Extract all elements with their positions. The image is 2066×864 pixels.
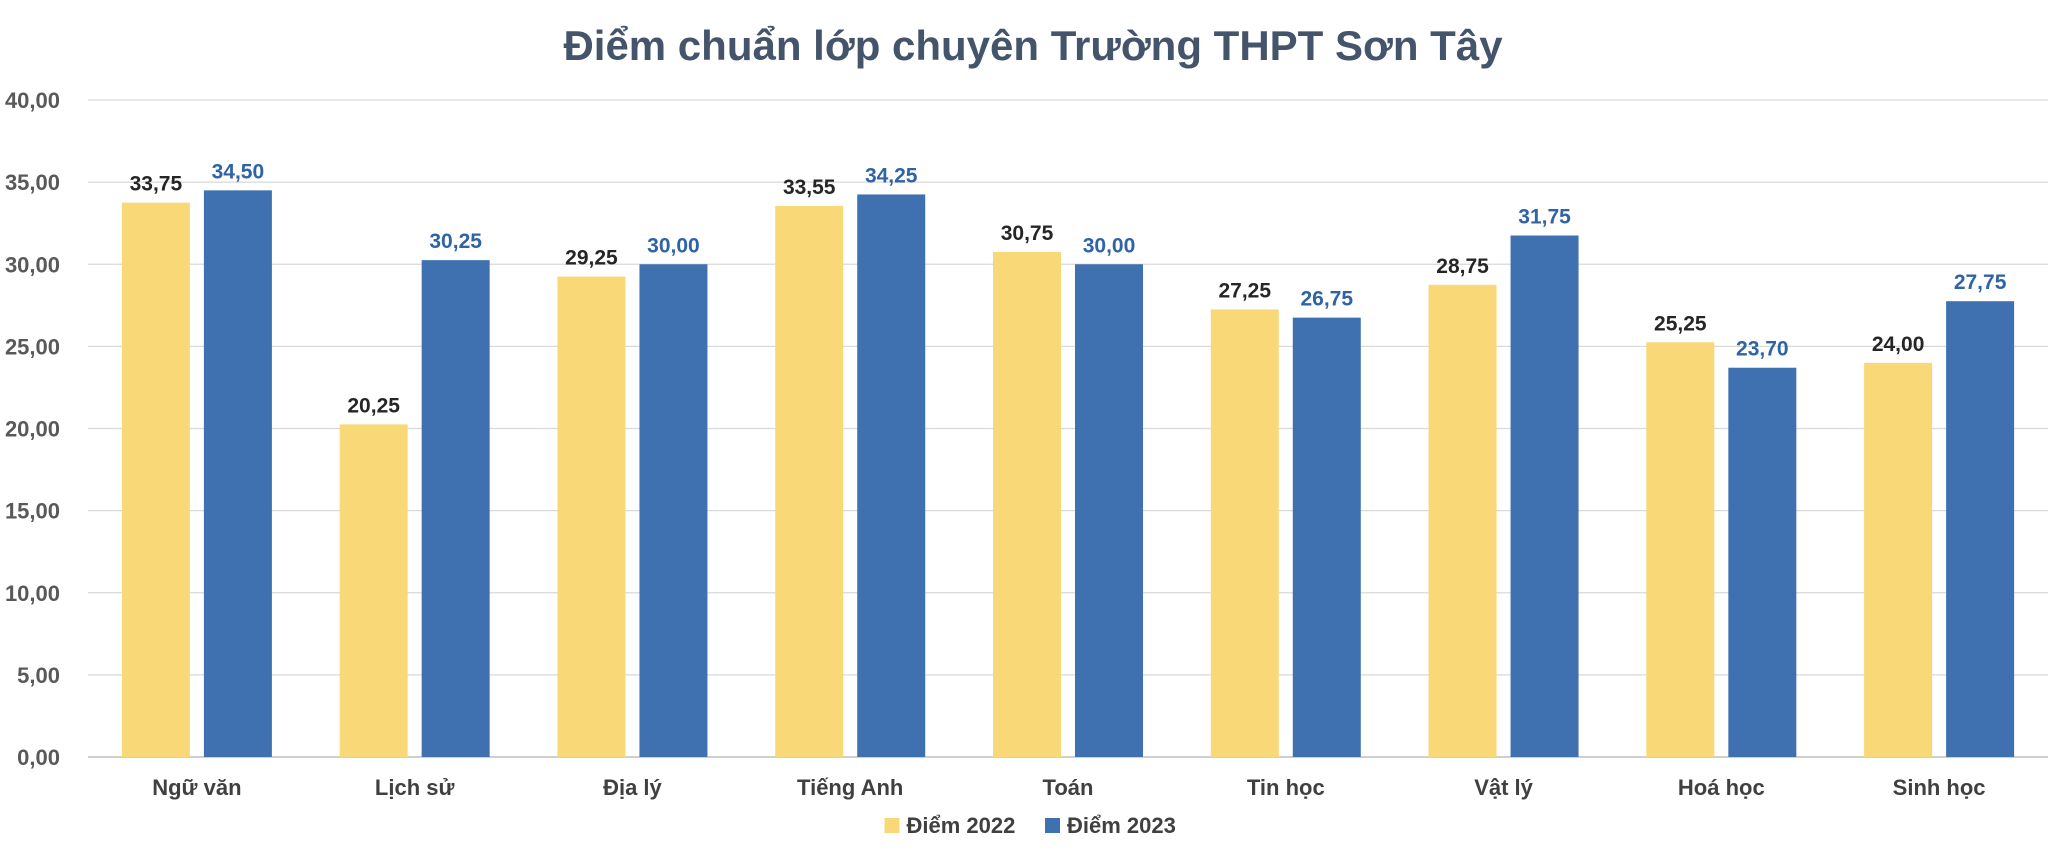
x-tick-label: Lịch sử [375, 775, 455, 800]
y-tick-label: 40,00 [5, 88, 60, 113]
data-labels: 33,75 34,50 20,25 30,25 29,25 30,00 33,55 34,25… [130, 160, 2007, 417]
data-label: 31,75 [1518, 206, 1571, 229]
bar [857, 194, 926, 758]
bar [775, 205, 844, 757]
x-tick-label: Ngữ văn [152, 775, 241, 800]
y-tick-label: 10,00 [5, 581, 60, 606]
y-tick-label: 20,00 [5, 417, 60, 442]
gridlines [88, 99, 2048, 758]
data-label: 30,25 [429, 230, 482, 253]
bar [1864, 362, 1933, 757]
data-label: 30,75 [1001, 222, 1054, 245]
y-axis: 0,00 5,00 10,00 15,00 20,00 25,00 30,00 35,00 40… [5, 88, 60, 770]
data-label: 27,25 [1218, 279, 1271, 302]
x-tick-label: Vật lý [1474, 775, 1533, 800]
y-tick-label: 30,00 [5, 252, 60, 277]
bar [1728, 367, 1797, 757]
x-tick-label: Tiếng Anh [797, 775, 903, 800]
bar [557, 276, 626, 757]
data-label: 33,55 [783, 176, 836, 199]
y-tick-label: 5,00 [17, 663, 60, 688]
bar [1510, 235, 1579, 758]
data-label: 25,25 [1654, 312, 1707, 335]
y-tick-label: 15,00 [5, 499, 60, 524]
bar [1075, 264, 1143, 757]
x-tick-label: Sinh học [1893, 775, 1986, 800]
bar [1210, 309, 1279, 757]
legend-swatch [1045, 818, 1060, 833]
data-label: 26,75 [1300, 288, 1353, 311]
data-label: 34,25 [865, 164, 918, 187]
y-tick-label: 0,00 [17, 745, 60, 770]
bar [1646, 342, 1715, 757]
x-tick-label: Địa lý [603, 775, 662, 800]
data-label: 30,00 [647, 234, 700, 257]
x-axis: Ngữ văn Lịch sử Địa lý Tiếng Anh Toán Tin học… [152, 775, 1985, 800]
legend-label: Điểm 2022 [907, 813, 1016, 838]
data-label: 33,75 [130, 173, 183, 196]
data-label: 28,75 [1436, 255, 1489, 278]
bar [993, 251, 1061, 757]
data-label: 23,70 [1736, 338, 1789, 361]
legend-swatch [884, 818, 900, 833]
legend: Điểm 2022 Điểm 2023 [884, 813, 1176, 838]
bar [1946, 301, 2015, 757]
x-tick-label: Tin học [1247, 775, 1325, 800]
bar [203, 190, 272, 757]
data-label: 27,75 [1954, 271, 2007, 294]
legend-label: Điểm 2023 [1067, 813, 1176, 838]
bar [121, 202, 190, 757]
data-label: 34,50 [212, 160, 265, 183]
y-tick-label: 25,00 [5, 334, 60, 359]
bar [639, 264, 708, 757]
data-label: 29,25 [565, 247, 618, 270]
chart-title: Điểm chuẩn lớp chuyên Trường THPT Sơn Tâ… [563, 22, 1503, 69]
data-label: 24,00 [1872, 333, 1925, 356]
bar [1292, 317, 1361, 757]
x-tick-label: Hoá học [1678, 775, 1765, 800]
y-tick-label: 35,00 [5, 170, 60, 195]
data-label: 30,00 [1083, 234, 1136, 257]
bars [121, 190, 2015, 758]
x-tick-label: Toán [1043, 775, 1094, 800]
data-label: 20,25 [347, 394, 400, 417]
bar [421, 260, 490, 757]
bar [1428, 284, 1497, 757]
bar [339, 424, 408, 757]
